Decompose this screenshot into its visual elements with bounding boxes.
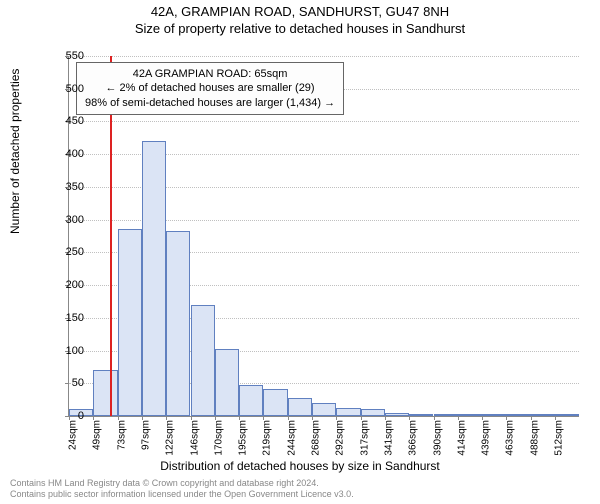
footer-line: Contains HM Land Registry data © Crown c…	[10, 478, 354, 489]
xtick-label: 414sqm	[456, 420, 467, 456]
ytick-label: 0	[44, 410, 84, 422]
footer-line: Contains public sector information licen…	[10, 489, 354, 500]
histogram-bar	[288, 398, 312, 416]
xtick-label: 146sqm	[189, 420, 200, 456]
histogram-bar	[385, 413, 409, 416]
xtick-label: 97sqm	[140, 420, 151, 450]
annotation-line: ← 2% of detached houses are smaller (29)	[85, 81, 335, 95]
chart-subtitle: Size of property relative to detached ho…	[0, 21, 600, 36]
xtick-label: 341sqm	[383, 420, 394, 456]
xtick-label: 219sqm	[262, 420, 273, 456]
xtick-label: 122sqm	[165, 420, 176, 456]
ytick-label: 300	[44, 214, 84, 226]
xtick-label: 292sqm	[335, 420, 346, 456]
ytick-label: 200	[44, 279, 84, 291]
x-axis-title: Distribution of detached houses by size …	[0, 459, 600, 473]
histogram-bar	[191, 305, 215, 416]
histogram-bar	[239, 385, 263, 416]
xtick-label: 488sqm	[529, 420, 540, 456]
histogram-bar	[361, 409, 385, 416]
ytick-label: 500	[44, 83, 84, 95]
ytick-label: 150	[44, 312, 84, 324]
histogram-bar	[336, 408, 360, 416]
ytick-label: 450	[44, 115, 84, 127]
xtick-label: 390sqm	[432, 420, 443, 456]
histogram-bar	[118, 229, 142, 416]
annotation-line: 42A GRAMPIAN ROAD: 65sqm	[85, 67, 335, 81]
gridline	[69, 121, 579, 122]
xtick-label: 268sqm	[311, 420, 322, 456]
histogram-bar	[482, 414, 506, 416]
histogram-bar	[215, 349, 239, 416]
ytick-label: 400	[44, 148, 84, 160]
annotation-box: 42A GRAMPIAN ROAD: 65sqm ← 2% of detache…	[76, 62, 344, 115]
ytick-label: 250	[44, 246, 84, 258]
xtick-label: 439sqm	[481, 420, 492, 456]
footer: Contains HM Land Registry data © Crown c…	[10, 478, 354, 500]
y-axis-title: Number of detached properties	[8, 69, 22, 234]
xtick-label: 195sqm	[238, 420, 249, 456]
histogram-bar	[263, 389, 287, 416]
histogram-bar	[531, 414, 555, 416]
chart-title: 42A, GRAMPIAN ROAD, SANDHURST, GU47 8NH	[0, 4, 600, 19]
xtick-label: 170sqm	[213, 420, 224, 456]
annotation-line: 98% of semi-detached houses are larger (…	[85, 96, 335, 110]
histogram-bar	[555, 414, 579, 416]
histogram-bar	[142, 141, 166, 416]
xtick-label: 317sqm	[359, 420, 370, 456]
ytick-label: 550	[44, 50, 84, 62]
ytick-label: 50	[44, 377, 84, 389]
histogram-bar	[409, 414, 433, 416]
xtick-label: 24sqm	[68, 420, 79, 450]
histogram-bar	[434, 414, 458, 416]
histogram-bar	[312, 403, 336, 416]
gridline	[69, 56, 579, 57]
histogram-bar	[458, 414, 482, 416]
xtick-label: 512sqm	[554, 420, 565, 456]
histogram-bar	[166, 231, 190, 416]
xtick-label: 244sqm	[286, 420, 297, 456]
histogram-bar	[506, 414, 530, 416]
xtick-label: 73sqm	[116, 420, 127, 450]
ytick-label: 350	[44, 181, 84, 193]
xtick-label: 49sqm	[92, 420, 103, 450]
xtick-label: 366sqm	[408, 420, 419, 456]
ytick-label: 100	[44, 345, 84, 357]
xtick-label: 463sqm	[505, 420, 516, 456]
histogram-bar	[93, 370, 117, 416]
